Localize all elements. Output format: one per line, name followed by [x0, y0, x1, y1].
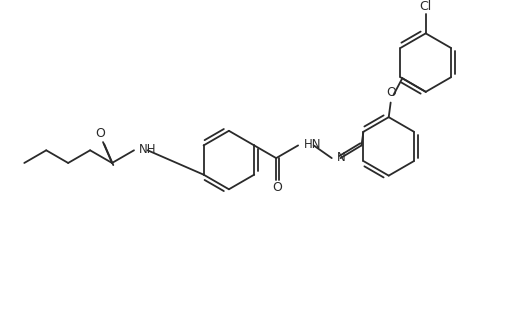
- Text: Cl: Cl: [419, 0, 432, 13]
- Text: O: O: [272, 181, 282, 194]
- Text: O: O: [95, 127, 105, 140]
- Text: NH: NH: [139, 143, 157, 156]
- Text: N: N: [337, 151, 345, 164]
- Text: O: O: [387, 86, 397, 99]
- Text: HN: HN: [304, 138, 321, 151]
